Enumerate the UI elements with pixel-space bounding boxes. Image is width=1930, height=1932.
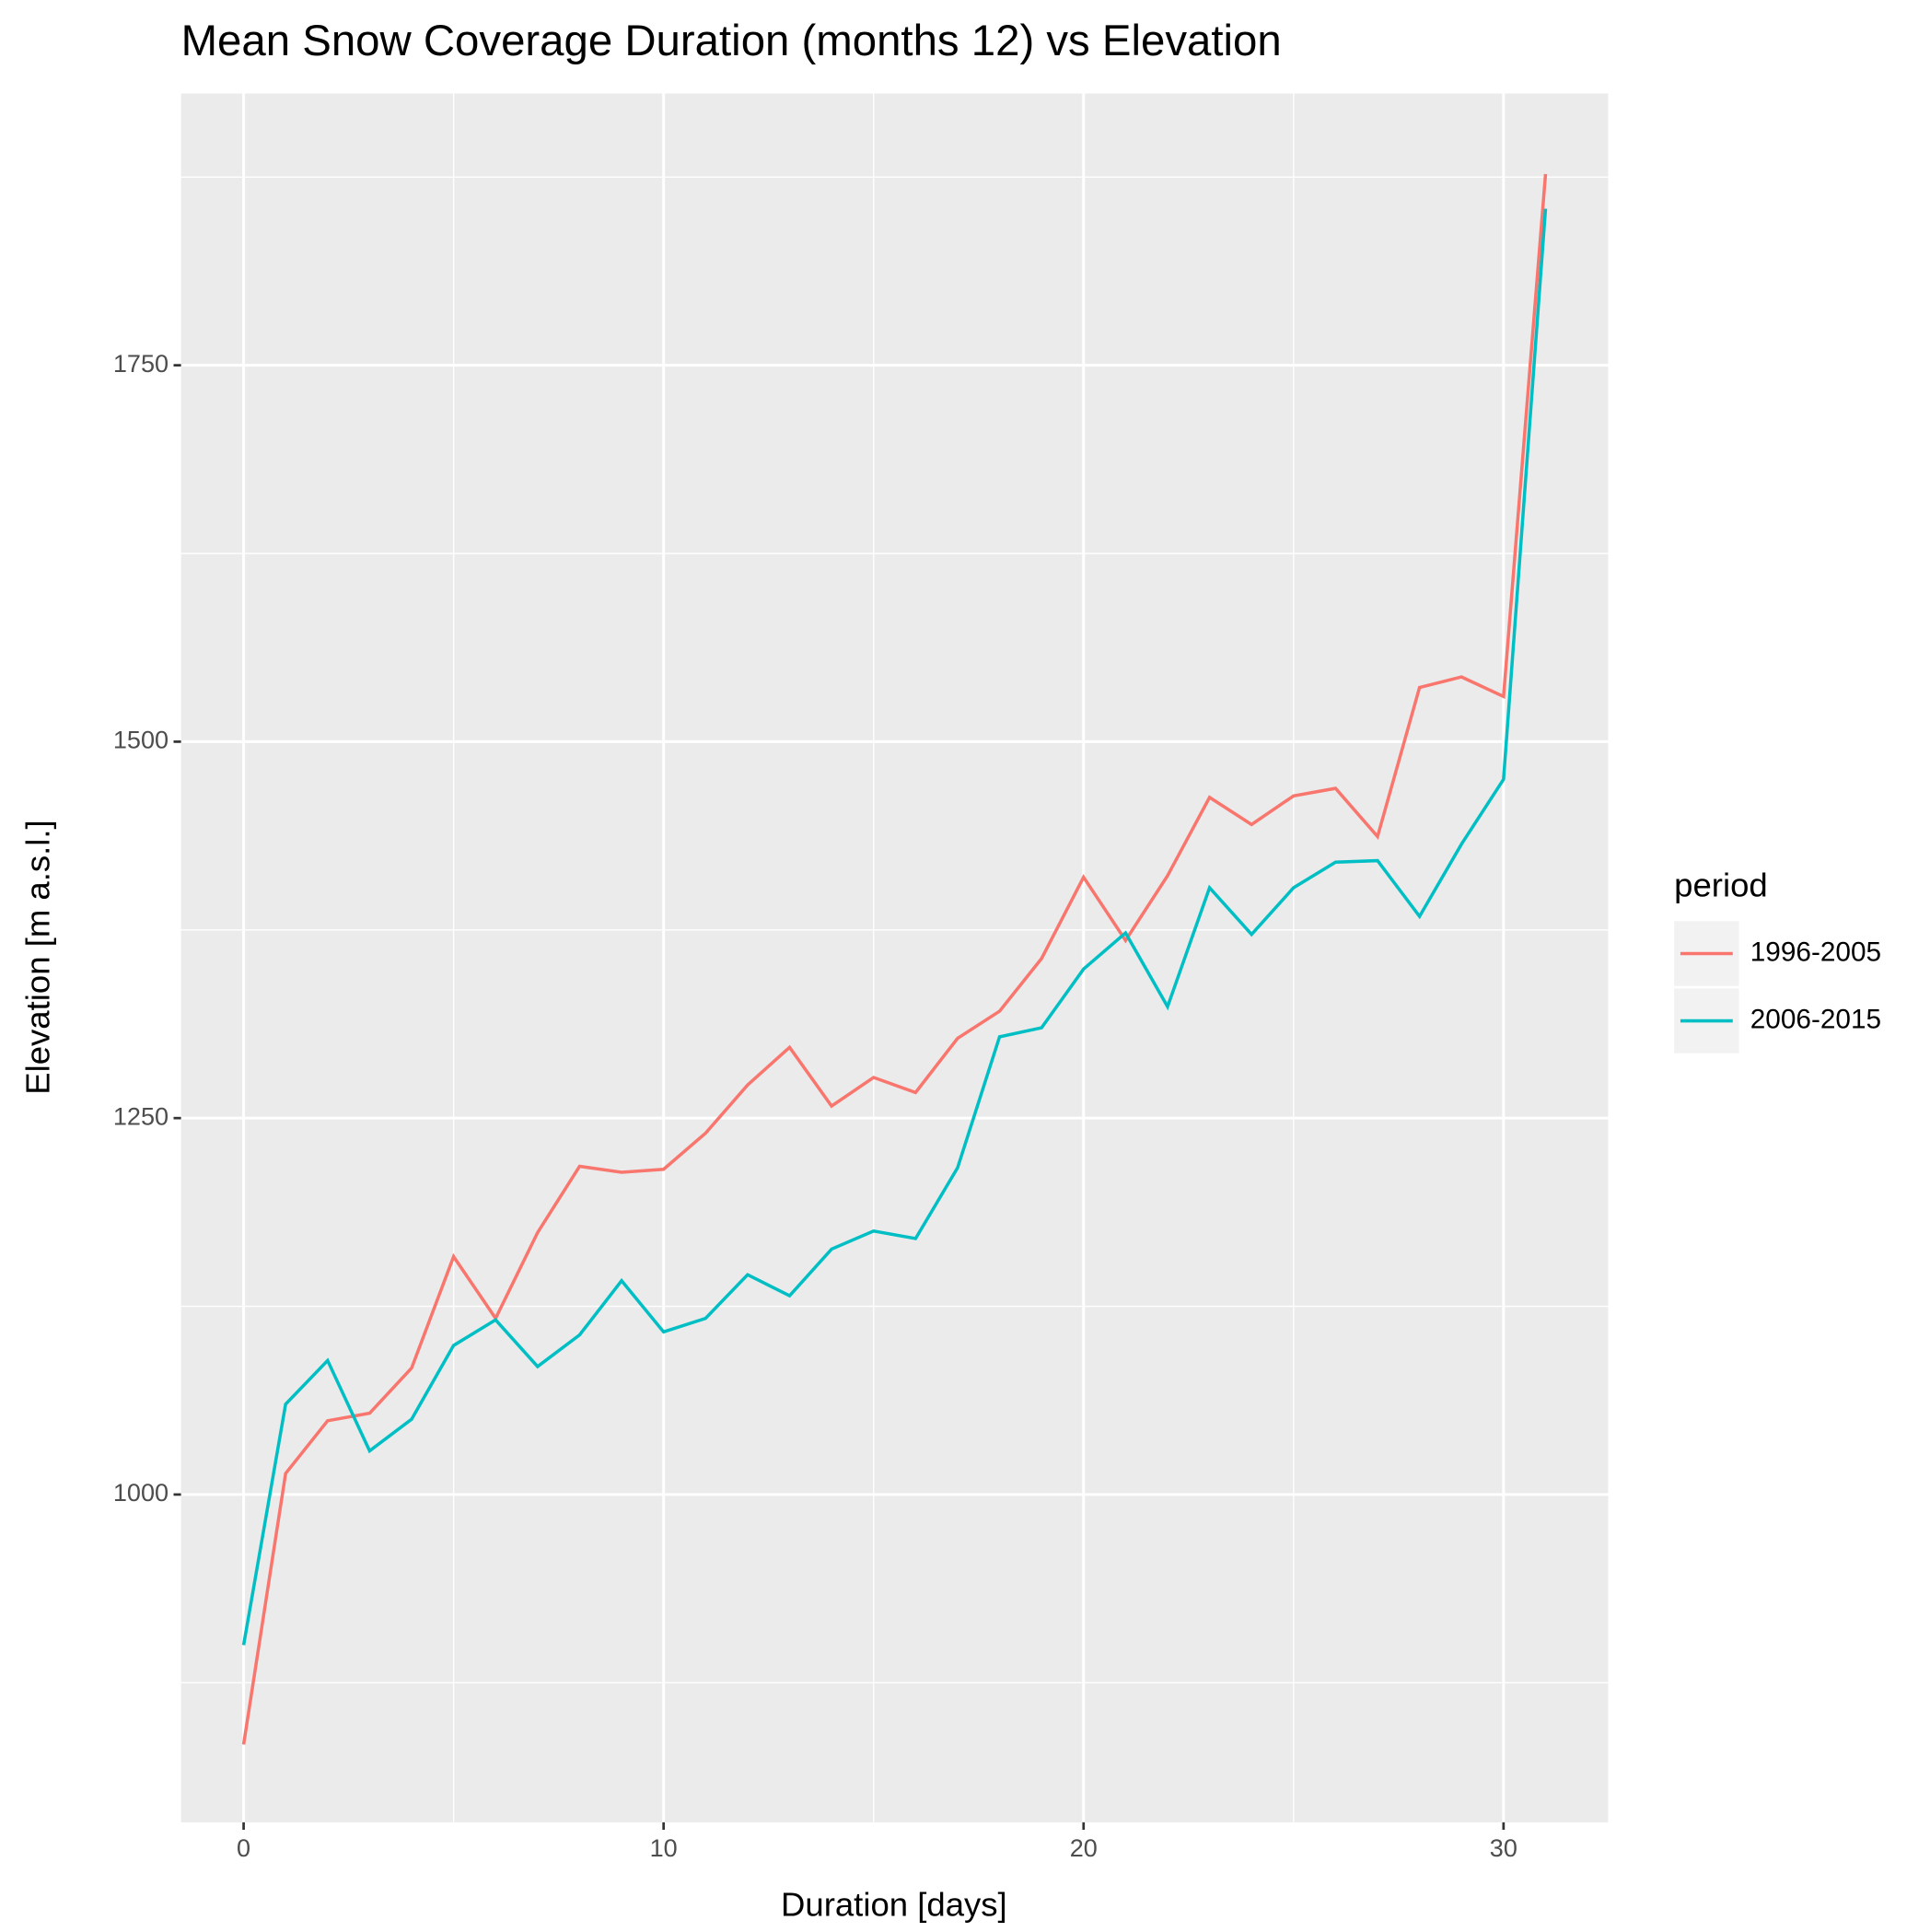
x-tick-label: 20 — [1070, 1833, 1098, 1862]
legend-label: 1996-2005 — [1750, 937, 1881, 967]
y-tick-label: 1000 — [113, 1478, 169, 1507]
legend-label: 2006-2015 — [1750, 1004, 1881, 1034]
y-axis-title: Elevation [m a.s.l.] — [18, 820, 56, 1094]
series-line — [241, 173, 1548, 1745]
legend: period 1996-2005 2006-2015 — [1674, 866, 1881, 1053]
x-tick-label: 10 — [650, 1833, 678, 1862]
y-tick-label: 1500 — [113, 726, 169, 754]
panel — [180, 93, 1609, 1822]
chart-title: Mean Snow Coverage Duration (months 12) … — [181, 17, 1282, 65]
y-tick-label: 1250 — [113, 1101, 169, 1130]
x-tick-label: 30 — [1490, 1833, 1517, 1862]
series-line — [241, 208, 1548, 1646]
grid — [180, 93, 1609, 1822]
x-axis-title: Duration [days] — [781, 1886, 1007, 1924]
y-tick-label: 1750 — [113, 349, 169, 378]
lines — [241, 173, 1548, 1745]
legend-title: period — [1674, 866, 1768, 903]
x-tick-label: 0 — [237, 1833, 250, 1862]
